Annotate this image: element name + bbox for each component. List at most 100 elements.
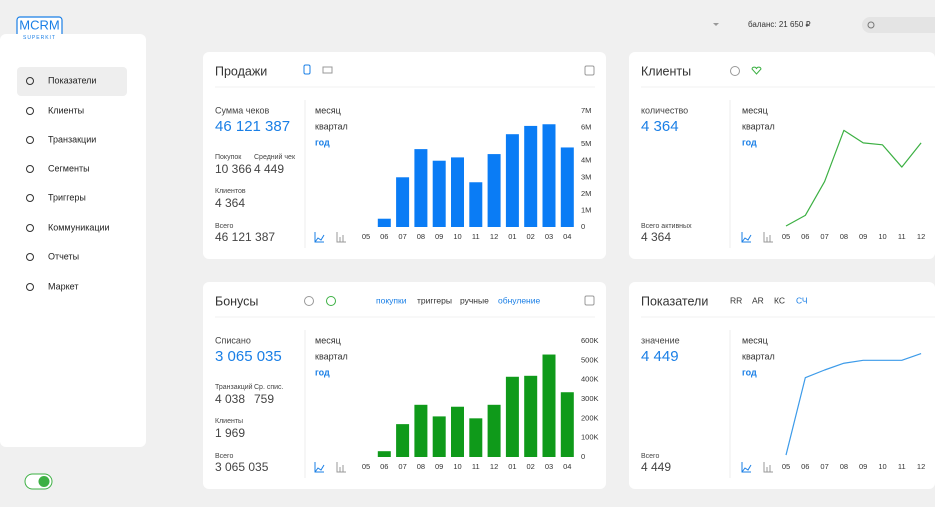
bar	[396, 424, 410, 457]
line-view-icon[interactable]	[741, 232, 752, 243]
x-tick-label: 09	[859, 232, 867, 241]
x-tick-label: 11	[898, 462, 906, 471]
remove-icon[interactable]	[326, 296, 336, 306]
x-tick-label: 08	[840, 462, 848, 471]
dropdown-icon[interactable]	[713, 23, 719, 26]
bonuses-card	[203, 282, 606, 489]
nav-icon	[26, 136, 34, 144]
main-value: 3 065 035	[215, 348, 282, 365]
y-tick-label: 6M	[581, 123, 591, 132]
stat-value: 4 449	[254, 162, 284, 176]
total-label: Всего	[215, 223, 233, 230]
nav-item[interactable]: Показатели	[48, 75, 96, 85]
x-tick-label: 06	[380, 232, 388, 241]
nav-item[interactable]: Клиенты	[48, 105, 84, 115]
nav-icon	[26, 165, 34, 173]
nav-icon	[26, 107, 34, 115]
period-option[interactable]: месяц	[742, 105, 768, 115]
period-option[interactable]: квартал	[742, 121, 775, 131]
x-tick-label: 05	[362, 462, 370, 471]
period-option[interactable]: год	[315, 137, 330, 147]
period-option[interactable]: год	[742, 367, 757, 377]
nav-item[interactable]: Маркет	[48, 281, 78, 291]
x-tick-label: 06	[380, 462, 388, 471]
stat-value: 10 366	[215, 162, 252, 176]
tab[interactable]: AR	[752, 295, 764, 305]
period-option[interactable]: квартал	[742, 351, 775, 361]
add-icon[interactable]	[730, 66, 740, 76]
stat-label: Транзакций	[215, 383, 253, 391]
bar	[505, 376, 519, 457]
nav-icon	[26, 283, 34, 291]
main-label: Списано	[215, 335, 251, 345]
nav-item[interactable]: Транзакции	[48, 134, 96, 144]
main-label: количество	[641, 105, 688, 115]
x-tick-label: 08	[417, 462, 425, 471]
x-tick-label: 10	[453, 232, 461, 241]
period-option[interactable]: месяц	[742, 335, 768, 345]
icon[interactable]	[322, 66, 333, 74]
tab[interactable]: покупки	[376, 295, 407, 305]
bar	[469, 418, 483, 457]
period-option[interactable]: квартал	[315, 351, 348, 361]
period-option[interactable]: год	[742, 137, 757, 147]
calendar-icon[interactable]	[584, 65, 595, 76]
y-tick-label: 500K	[581, 355, 599, 364]
stat-label: Средний чек	[254, 153, 296, 161]
bar-view-icon[interactable]	[336, 462, 346, 473]
x-tick-label: 02	[527, 462, 535, 471]
period-option[interactable]: год	[315, 367, 330, 377]
nav-item[interactable]: Коммуникации	[48, 222, 110, 232]
tab[interactable]: КС	[774, 295, 785, 305]
x-tick-label: 06	[801, 462, 809, 471]
line-view-icon[interactable]	[314, 462, 325, 473]
bar	[524, 375, 538, 457]
search-box[interactable]	[862, 17, 935, 33]
y-tick-label: 5M	[581, 139, 591, 148]
bar	[432, 160, 446, 227]
x-tick-label: 03	[545, 232, 553, 241]
stat-value: 4 038	[215, 392, 245, 406]
tab[interactable]: ручные	[460, 295, 489, 305]
add-icon[interactable]	[304, 296, 314, 306]
calendar-icon[interactable]	[584, 295, 595, 306]
x-tick-label: 07	[820, 462, 828, 471]
stat-value: 759	[254, 392, 274, 406]
period-option[interactable]: квартал	[315, 121, 348, 131]
nav-item[interactable]: Сегменты	[48, 163, 90, 173]
y-tick-label: 200K	[581, 413, 599, 422]
line	[785, 129, 922, 227]
period-option[interactable]: месяц	[315, 335, 341, 345]
period-option[interactable]: месяц	[315, 105, 341, 115]
sales-card	[203, 52, 606, 259]
line-view-icon[interactable]	[314, 232, 325, 243]
tab[interactable]: триггеры	[417, 295, 452, 305]
line-view-icon[interactable]	[741, 462, 752, 473]
bar-view-icon[interactable]	[763, 462, 773, 473]
card-title: Клиенты	[641, 64, 691, 78]
tab[interactable]: обнуление	[498, 295, 540, 305]
main-value: 4 364	[641, 118, 679, 135]
heart-icon[interactable]	[751, 66, 762, 75]
x-tick-label: 10	[878, 462, 886, 471]
x-tick-label: 11	[472, 232, 480, 241]
y-tick-label: 600K	[581, 336, 599, 345]
bar-view-icon[interactable]	[763, 232, 773, 243]
x-tick-label: 09	[859, 462, 867, 471]
bar	[451, 406, 464, 457]
total-label: Всего	[641, 453, 659, 460]
tab[interactable]: СЧ	[796, 295, 808, 305]
sidebar	[0, 34, 146, 447]
y-tick-label: 7M	[581, 106, 591, 115]
bar-view-icon[interactable]	[336, 232, 346, 243]
tab[interactable]: RR	[730, 295, 742, 305]
clients-card	[629, 52, 935, 259]
icon[interactable]	[303, 64, 311, 75]
nav-icon	[26, 253, 34, 261]
toggle-knob	[38, 476, 50, 487]
x-tick-label: 05	[362, 232, 370, 241]
x-tick-label: 05	[782, 232, 790, 241]
card-title: Бонусы	[215, 294, 258, 308]
nav-item[interactable]: Отчеты	[48, 251, 79, 261]
nav-item[interactable]: Триггеры	[48, 192, 86, 202]
